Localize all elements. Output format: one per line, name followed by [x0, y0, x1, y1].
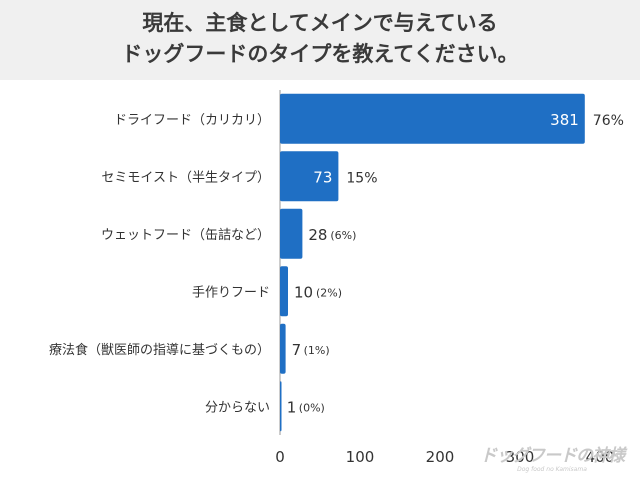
category-label-5: 分からない [205, 400, 270, 415]
percent-label-5: (0%) [299, 401, 325, 414]
percent-label-0: 76% [593, 113, 624, 129]
percent-label-2: (6%) [330, 229, 356, 242]
category-label-1: セミモイスト（半生タイプ） [101, 170, 270, 185]
percent-label-1: 15% [346, 170, 377, 186]
category-label-3: 手作りフード [192, 285, 270, 300]
x-tick-label-0: 0 [275, 448, 285, 466]
bar-chart: ドライフード（カリカリ） 381 76% セミモイスト（半生タイプ） 73 15% ウェット… [49, 90, 624, 466]
data-label-2: 28 [308, 226, 327, 244]
brand-logo: ドッグフードの神様 Dog food no Kamisama [480, 446, 625, 474]
percent-label-4: (1%) [304, 344, 330, 357]
x-tick-label-2: 200 [426, 448, 455, 466]
data-label-1: 73 [313, 168, 332, 186]
x-tick-label-3: 300 [506, 448, 535, 466]
category-label-0: ドライフード（カリカリ） [114, 113, 270, 128]
title-band: 現在、主食としてメインで与えている ドッグフードのタイプを教えてください。 [0, 0, 640, 80]
category-label-2: ウェットフード（缶詰など） [101, 227, 270, 243]
bar-3 [280, 266, 288, 317]
data-label-0: 381 [550, 111, 579, 129]
x-tick-label-1: 100 [346, 448, 375, 466]
category-label-4: 療法食（獣医師の指導に基づくもの） [49, 342, 270, 358]
data-label-3: 10 [294, 283, 313, 301]
bar-0 [280, 93, 585, 144]
data-label-4: 7 [292, 341, 302, 359]
bar-5 [280, 381, 282, 432]
bar-4 [280, 323, 286, 374]
chart-title-line-2: ドッグフードのタイプを教えてください。 [121, 42, 519, 66]
x-tick-label-4: 400 [586, 448, 615, 466]
chart-title-line-1: 現在、主食としてメインで与えている [142, 11, 498, 35]
logo-text: ドッグフードの神様 [480, 446, 625, 466]
logo-subtext: Dog food no Kamisama [517, 466, 587, 473]
data-label-5: 1 [287, 398, 297, 416]
bar-1 [280, 151, 339, 202]
bar-2 [280, 208, 303, 259]
percent-label-3: (2%) [316, 286, 342, 299]
